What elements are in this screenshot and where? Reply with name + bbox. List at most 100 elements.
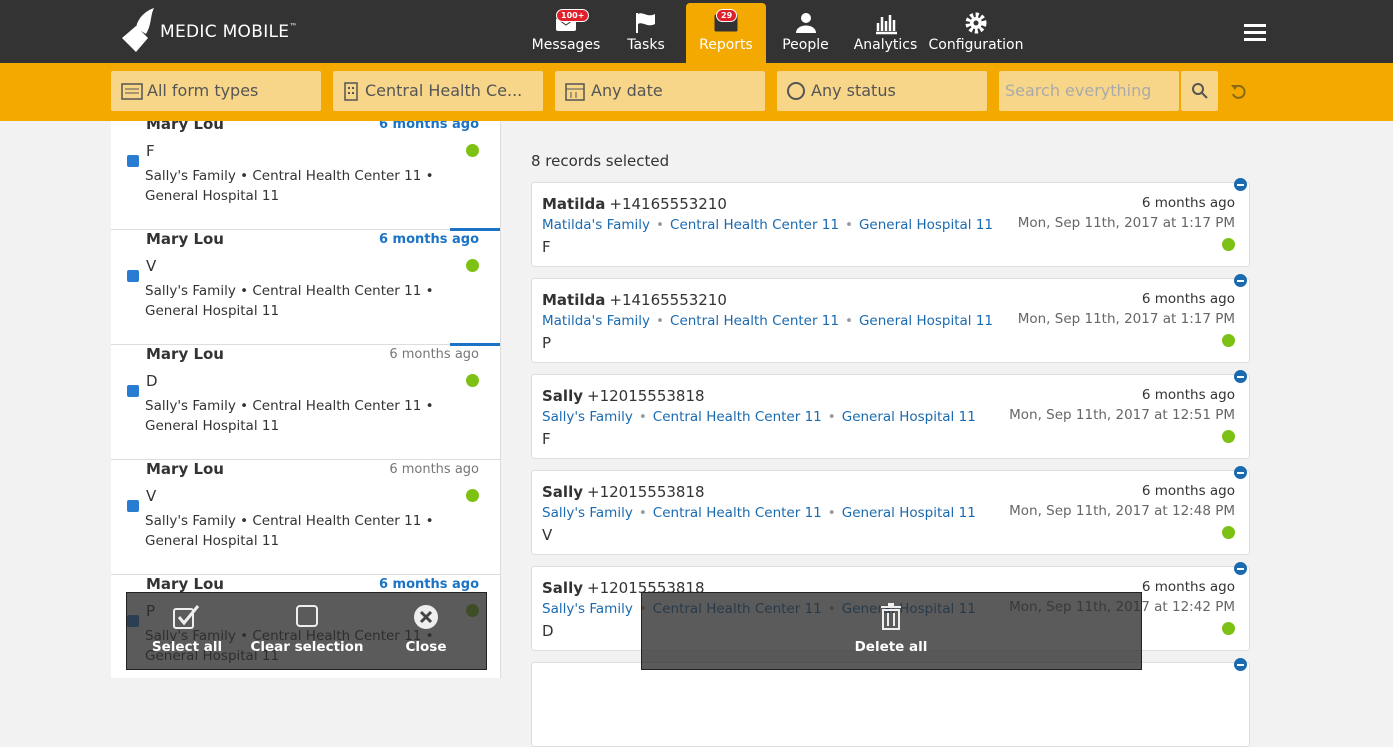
record-card: Matilda +14165553210 Matilda's Family • Cent… (531, 274, 1250, 363)
report-time: 6 months ago (389, 347, 479, 362)
header: MEDIC MOBILE™ Messages 100+ Tasks Reports 29… (0, 0, 1393, 63)
checkbox[interactable] (127, 155, 139, 167)
form-code: F (542, 238, 551, 256)
contact-name: Mary Lou (146, 460, 224, 478)
lineage-part[interactable]: General Hospital 11 (858, 313, 994, 329)
lineage-part[interactable]: Central Health Center 11 (670, 217, 839, 233)
lineage: Sally's Family • Central Health Center 1… (145, 283, 434, 319)
filter-label: Any status (811, 81, 896, 100)
report-time: 6 months ago (378, 232, 479, 247)
report-list: Mary Lou 6 months ago F Sally's Family • Ce… (111, 121, 501, 678)
nav-item[interactable]: Analytics (845, 3, 926, 63)
nav-label: Messages (531, 37, 601, 53)
contact-name: Mary Lou (146, 121, 224, 133)
select-all-icon[interactable] (171, 603, 201, 631)
deselect-icon[interactable] (1234, 466, 1247, 479)
report-item[interactable]: Mary Lou 6 months ago D Sally's Family • Ce… (111, 345, 500, 460)
lineage-part[interactable]: Matilda's Family (542, 313, 651, 329)
record-title: Sally +12015553818 (542, 387, 705, 405)
report-date: Mon, Sep 11th, 2017 at 12:48 PM (1009, 503, 1235, 519)
report-item[interactable]: Mary Lou 6 months ago F Sally's Family • Ce… (111, 121, 500, 231)
record-title: Matilda +14165553210 (542, 195, 727, 213)
report-date: Mon, Sep 11th, 2017 at 1:17 PM (1017, 311, 1235, 327)
separator: • (638, 409, 647, 425)
contact-name: Mary Lou (146, 345, 224, 363)
clear-selection[interactable]: Clear selection (250, 639, 364, 655)
phone: +12015553818 (587, 483, 705, 501)
delete-toolbar: Delete all (641, 592, 1142, 670)
checkbox[interactable] (127, 385, 139, 397)
deselect-icon[interactable] (1234, 658, 1247, 671)
checkbox[interactable] (127, 270, 139, 282)
deselect-icon[interactable] (1234, 178, 1247, 191)
deselect-icon[interactable] (1234, 370, 1247, 383)
date-filter[interactable]: Any date (555, 71, 765, 111)
lineage: Sally's Family • Central Health Center 1… (145, 168, 434, 204)
phone: +14165553210 (609, 195, 727, 213)
selection-toolbar: Select all Clear selection Close (126, 592, 487, 670)
select-all[interactable]: Select all (151, 639, 223, 655)
status-dot (1222, 238, 1235, 251)
nav-icon (795, 13, 816, 33)
lineage-part[interactable]: Sally's Family (542, 409, 633, 425)
clear-selection-icon[interactable] (295, 604, 319, 628)
trash-icon[interactable] (879, 603, 903, 631)
form-code: P (542, 334, 552, 352)
report-date: Mon, Sep 11th, 2017 at 12:51 PM (1009, 407, 1235, 423)
status-dot (1222, 622, 1235, 635)
checkbox[interactable] (127, 500, 139, 512)
deselect-icon[interactable] (1234, 562, 1247, 575)
place-filter[interactable]: Central Health Ce... (333, 71, 543, 111)
relative-time: 6 months ago (1141, 483, 1235, 499)
status-dot (1222, 526, 1235, 539)
nav-item[interactable]: Messages 100+ (526, 3, 606, 63)
reset-icon[interactable] (1230, 83, 1248, 101)
status-filter[interactable]: Any status (777, 71, 987, 111)
separator: • (845, 217, 853, 233)
lineage-part[interactable]: Sally's Family (542, 601, 633, 617)
progress-bar (450, 228, 500, 231)
close[interactable]: Close (405, 639, 447, 655)
record-card (531, 658, 1250, 747)
nav-item[interactable]: Configuration (926, 3, 1026, 63)
nav-badge: 100+ (556, 9, 590, 22)
lineage-part[interactable]: General Hospital 11 (841, 409, 976, 425)
separator: • (638, 505, 647, 521)
record-title: Sally +12015553818 (542, 483, 705, 501)
relative-time: 6 months ago (1141, 579, 1235, 595)
lineage-part[interactable]: Matilda's Family (542, 217, 651, 233)
deselect-icon[interactable] (1234, 274, 1247, 287)
nav-label: Reports (699, 37, 753, 53)
report-item[interactable]: Mary Lou 6 months ago V Sally's Family • Ce… (111, 230, 500, 346)
filter-bar: All form types Central Health Ce... Any … (0, 63, 1393, 121)
status-dot (1222, 334, 1235, 347)
search-button[interactable] (1181, 71, 1218, 111)
nav-icon (875, 15, 897, 35)
search-input[interactable]: Search everything (999, 71, 1179, 111)
contact-name: Sally (542, 579, 583, 597)
contact-name: Mary Lou (146, 230, 224, 248)
nav-item[interactable]: People (766, 3, 845, 63)
lineage-part[interactable]: Central Health Center 11 (670, 313, 839, 329)
form-code: V (146, 257, 157, 275)
selected-count: 8 records selected (531, 152, 670, 170)
form-type-filter[interactable]: All form types (111, 71, 321, 111)
lineage: Sally's Family • Central Health Center 11 •… (542, 409, 976, 425)
contact-name: Sally (542, 387, 583, 405)
menu-icon[interactable] (1244, 24, 1268, 44)
search-placeholder: Search everything (1005, 81, 1152, 100)
lineage-part[interactable]: Central Health Center 11 (652, 505, 822, 521)
lineage-part[interactable]: Central Health Center 11 (652, 409, 822, 425)
lineage-part[interactable]: General Hospital 11 (858, 217, 994, 233)
lineage-part[interactable]: Sally's Family (542, 505, 633, 521)
record-card: Sally+12015553818 Sally's Family • Central … (531, 370, 1250, 459)
nav-item[interactable]: Tasks (606, 3, 686, 63)
trademark: ™ (289, 22, 298, 31)
delete-all[interactable]: Delete all (854, 639, 928, 655)
lineage-part[interactable]: General Hospital 11 (841, 505, 976, 521)
status-dot (1222, 430, 1235, 443)
report-item[interactable]: Mary Lou 6 months ago V Sally's Family • Ce… (111, 460, 500, 575)
close-icon[interactable] (413, 604, 439, 630)
status-dot (466, 489, 479, 502)
nav-item[interactable]: Reports 29 (686, 3, 766, 63)
